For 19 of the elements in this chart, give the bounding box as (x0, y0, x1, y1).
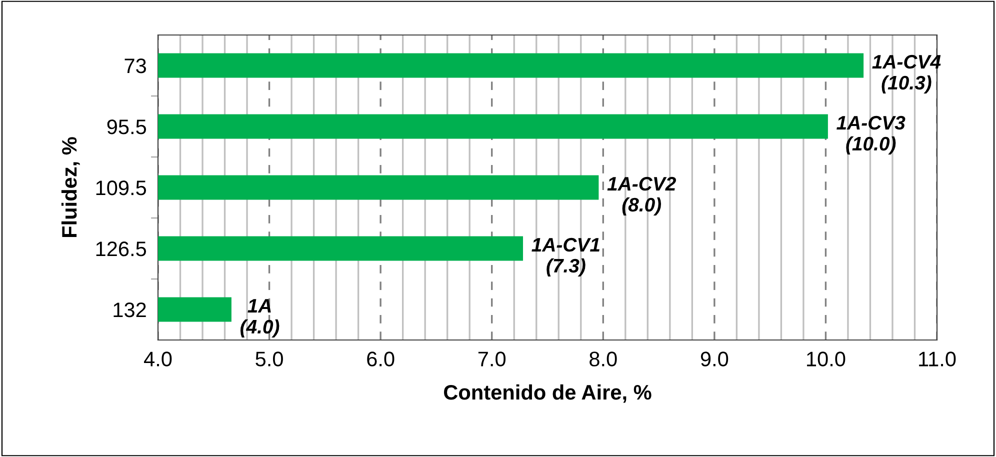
y-tick-label: 132 (114, 302, 146, 318)
x-tick-label: 6.0 (367, 352, 394, 366)
x-tick-label: 10.0 (807, 352, 846, 366)
y-axis-title: Fluidez, % (61, 137, 80, 238)
x-tick-label: 5.0 (256, 352, 283, 366)
annotation: 1A-CV3 (10.0) (836, 116, 906, 154)
x-tick-label: 8.0 (590, 352, 617, 366)
y-tick-label: 109.5 (96, 180, 146, 196)
annotation: 1A (4.0) (240, 299, 280, 338)
x-axis-title: Contenido de Aire, % (444, 384, 652, 403)
x-tick-label: 4.0 (144, 352, 172, 366)
annotation: 1A-CV2 (8.0) (607, 176, 676, 216)
y-tick-label: 95.5 (107, 120, 146, 134)
x-tick-label: 9.0 (700, 352, 728, 366)
x-tick-label: 7.0 (478, 352, 506, 366)
y-tick-label: 126.5 (96, 242, 146, 256)
x-tick-label: 11.0 (919, 352, 956, 366)
y-tick-label: 73 (124, 58, 146, 74)
annotation: 1A-CV1 (7.3) (532, 238, 600, 276)
